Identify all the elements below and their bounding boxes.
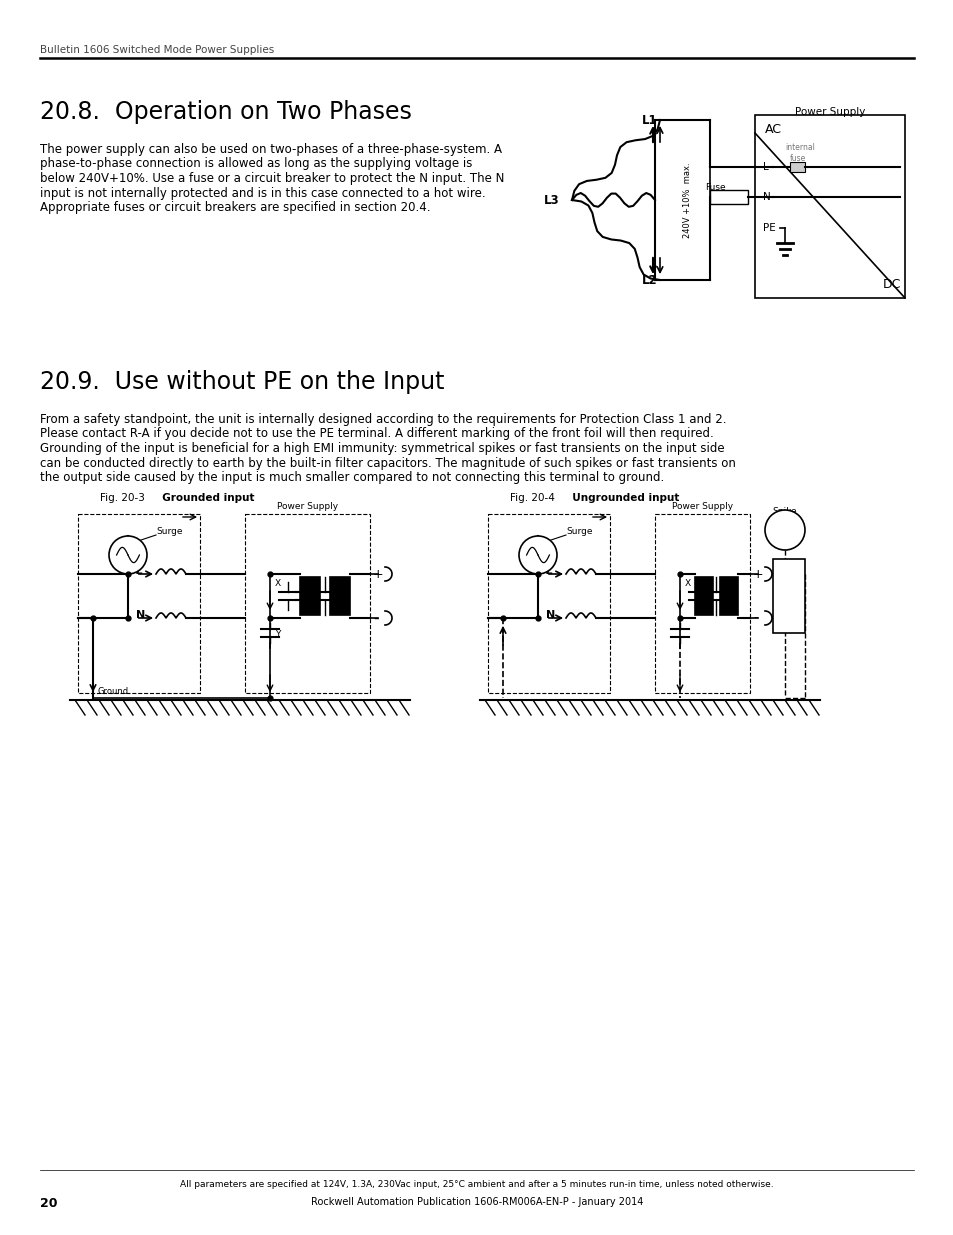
Text: phase-to-phase connection is allowed as long as the supplying voltage is: phase-to-phase connection is allowed as … bbox=[40, 158, 472, 170]
Text: internal: internal bbox=[784, 143, 814, 152]
Text: Power Supply: Power Supply bbox=[794, 107, 864, 117]
Text: 20.8.  Operation on Two Phases: 20.8. Operation on Two Phases bbox=[40, 100, 412, 124]
Circle shape bbox=[518, 536, 557, 574]
Text: PE: PE bbox=[762, 224, 775, 233]
Text: L: L bbox=[762, 162, 768, 172]
Text: Fig. 20-3: Fig. 20-3 bbox=[100, 493, 145, 503]
Text: AC: AC bbox=[764, 124, 781, 136]
Polygon shape bbox=[772, 559, 804, 634]
Text: Grounding of the input is beneficial for a high EMI immunity: symmetrical spikes: Grounding of the input is beneficial for… bbox=[40, 442, 724, 454]
Text: X: X bbox=[274, 579, 281, 589]
Text: 24V: 24V bbox=[777, 526, 792, 535]
Polygon shape bbox=[299, 577, 319, 615]
Text: L: L bbox=[545, 566, 553, 576]
Text: N: N bbox=[545, 610, 555, 620]
Text: Power Supply: Power Supply bbox=[671, 501, 732, 511]
Text: The power supply can also be used on two-phases of a three-phase-system. A: The power supply can also be used on two… bbox=[40, 143, 501, 156]
Text: 20: 20 bbox=[40, 1197, 57, 1210]
Text: Surge: Surge bbox=[156, 527, 182, 536]
Text: 20.9.  Use without PE on the Input: 20.9. Use without PE on the Input bbox=[40, 370, 444, 394]
Polygon shape bbox=[789, 162, 804, 172]
Text: Fig. 20-4: Fig. 20-4 bbox=[510, 493, 555, 503]
Text: From a safety standpoint, the unit is internally designed according to the requi: From a safety standpoint, the unit is in… bbox=[40, 412, 726, 426]
Text: Spike: Spike bbox=[772, 508, 797, 516]
Text: can be conducted directly to earth by the built-in filter capacitors. The magnit: can be conducted directly to earth by th… bbox=[40, 457, 735, 469]
Text: -: - bbox=[373, 610, 378, 625]
Text: Ground: Ground bbox=[98, 688, 129, 697]
Text: Bulletin 1606 Switched Mode Power Supplies: Bulletin 1606 Switched Mode Power Suppli… bbox=[40, 44, 274, 56]
Text: N: N bbox=[762, 191, 770, 203]
Polygon shape bbox=[330, 577, 350, 615]
Text: X: X bbox=[684, 579, 690, 589]
Text: L2: L2 bbox=[641, 273, 658, 287]
Polygon shape bbox=[720, 577, 738, 615]
Text: Grounded input: Grounded input bbox=[154, 493, 254, 503]
Text: Surge: Surge bbox=[565, 527, 592, 536]
Text: the output side caused by the input is much smaller compared to not connecting t: the output side caused by the input is m… bbox=[40, 471, 663, 484]
Text: L1: L1 bbox=[641, 114, 658, 126]
Text: fuse: fuse bbox=[789, 154, 805, 163]
Text: +: + bbox=[373, 568, 383, 580]
Text: Ungrounded input: Ungrounded input bbox=[564, 493, 679, 503]
Circle shape bbox=[109, 536, 147, 574]
Text: 240V +10%  max.: 240V +10% max. bbox=[682, 162, 691, 238]
Text: DC: DC bbox=[882, 278, 901, 291]
Text: Power Supply: Power Supply bbox=[276, 501, 337, 511]
Text: Y: Y bbox=[274, 630, 280, 638]
Text: Please contact R-A if you decide not to use the PE terminal. A different marking: Please contact R-A if you decide not to … bbox=[40, 427, 713, 441]
Text: below 240V+10%. Use a fuse or a circuit breaker to protect the N input. The N: below 240V+10%. Use a fuse or a circuit … bbox=[40, 172, 504, 185]
Text: -: - bbox=[752, 611, 757, 625]
Circle shape bbox=[764, 510, 804, 550]
Polygon shape bbox=[695, 577, 712, 615]
Text: N: N bbox=[136, 610, 145, 620]
Text: Appropriate fuses or circuit breakers are specified in section 20.4.: Appropriate fuses or circuit breakers ar… bbox=[40, 201, 430, 214]
Text: L: L bbox=[136, 566, 143, 576]
Text: All parameters are specified at 124V, 1.3A, 230Vac input, 25°C ambient and after: All parameters are specified at 124V, 1.… bbox=[180, 1179, 773, 1189]
Text: input is not internally protected and is in this case connected to a hot wire.: input is not internally protected and is… bbox=[40, 186, 485, 200]
Text: Fuse: Fuse bbox=[704, 183, 725, 191]
Text: L3: L3 bbox=[544, 194, 559, 206]
Text: +: + bbox=[752, 568, 762, 580]
Text: Rockwell Automation Publication 1606-RM006A-EN-P - January 2014: Rockwell Automation Publication 1606-RM0… bbox=[311, 1197, 642, 1207]
